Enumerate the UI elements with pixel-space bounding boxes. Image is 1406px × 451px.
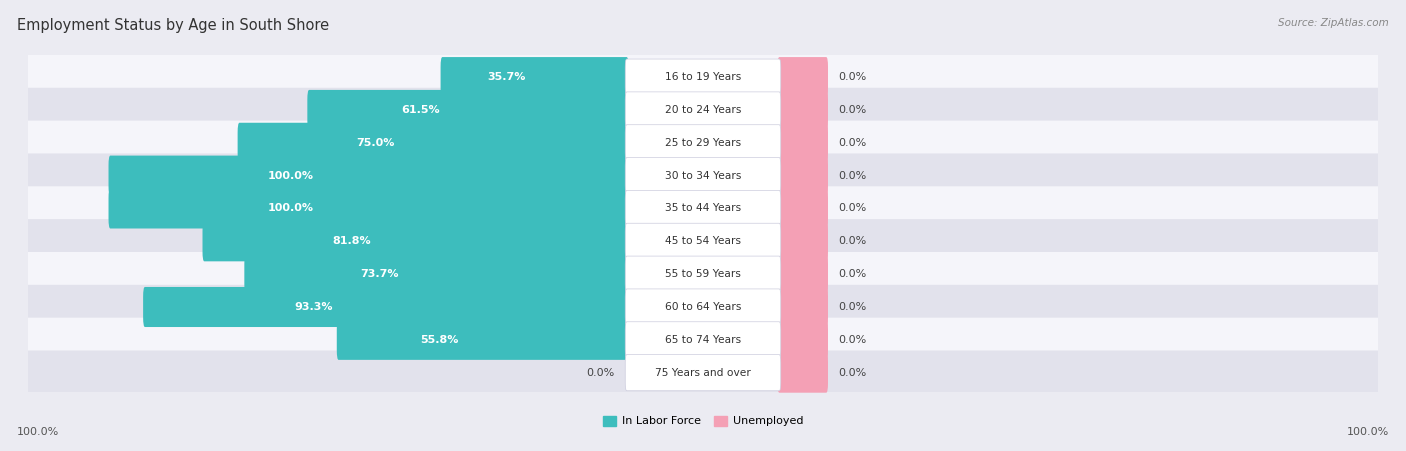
FancyBboxPatch shape [778,189,828,229]
Text: 61.5%: 61.5% [401,105,440,115]
FancyBboxPatch shape [440,57,628,97]
Text: 100.0%: 100.0% [17,428,59,437]
Text: 93.3%: 93.3% [294,302,333,312]
Text: 0.0%: 0.0% [838,335,866,345]
Text: Source: ZipAtlas.com: Source: ZipAtlas.com [1278,18,1389,28]
Text: 0.0%: 0.0% [838,302,866,312]
FancyBboxPatch shape [202,221,628,261]
Text: 30 to 34 Years: 30 to 34 Years [665,170,741,181]
Text: 81.8%: 81.8% [333,236,371,246]
FancyBboxPatch shape [778,254,828,294]
Text: 60 to 64 Years: 60 to 64 Years [665,302,741,312]
FancyBboxPatch shape [27,153,1379,198]
FancyBboxPatch shape [238,123,628,163]
FancyBboxPatch shape [308,90,628,130]
Text: 0.0%: 0.0% [838,72,866,82]
Text: 0.0%: 0.0% [838,269,866,279]
FancyBboxPatch shape [626,256,780,292]
FancyBboxPatch shape [626,190,780,226]
FancyBboxPatch shape [626,322,780,358]
Text: 16 to 19 Years: 16 to 19 Years [665,72,741,82]
Text: Employment Status by Age in South Shore: Employment Status by Age in South Shore [17,18,329,33]
Text: 75.0%: 75.0% [356,138,394,148]
FancyBboxPatch shape [778,221,828,261]
Text: 0.0%: 0.0% [586,368,614,377]
Text: 0.0%: 0.0% [838,170,866,181]
FancyBboxPatch shape [626,92,780,128]
FancyBboxPatch shape [108,189,628,229]
Text: 45 to 54 Years: 45 to 54 Years [665,236,741,246]
FancyBboxPatch shape [108,156,628,196]
FancyBboxPatch shape [778,123,828,163]
Text: 35.7%: 35.7% [488,72,526,82]
FancyBboxPatch shape [626,354,780,391]
Text: 100.0%: 100.0% [269,170,314,181]
Legend: In Labor Force, Unemployed: In Labor Force, Unemployed [598,411,808,431]
Text: 0.0%: 0.0% [838,368,866,377]
FancyBboxPatch shape [778,287,828,327]
FancyBboxPatch shape [27,350,1379,395]
Text: 0.0%: 0.0% [838,138,866,148]
FancyBboxPatch shape [27,88,1379,132]
Text: 0.0%: 0.0% [838,203,866,213]
FancyBboxPatch shape [778,320,828,360]
Text: 35 to 44 Years: 35 to 44 Years [665,203,741,213]
FancyBboxPatch shape [778,57,828,97]
FancyBboxPatch shape [626,223,780,259]
Text: 25 to 29 Years: 25 to 29 Years [665,138,741,148]
FancyBboxPatch shape [27,219,1379,263]
FancyBboxPatch shape [626,157,780,193]
Text: 55 to 59 Years: 55 to 59 Years [665,269,741,279]
FancyBboxPatch shape [778,90,828,130]
Text: 73.7%: 73.7% [360,269,398,279]
FancyBboxPatch shape [778,156,828,196]
FancyBboxPatch shape [27,186,1379,230]
Text: 20 to 24 Years: 20 to 24 Years [665,105,741,115]
FancyBboxPatch shape [337,320,628,360]
Text: 100.0%: 100.0% [269,203,314,213]
FancyBboxPatch shape [27,120,1379,165]
FancyBboxPatch shape [245,254,628,294]
FancyBboxPatch shape [778,353,828,393]
FancyBboxPatch shape [143,287,628,327]
Text: 65 to 74 Years: 65 to 74 Years [665,335,741,345]
Text: 0.0%: 0.0% [838,105,866,115]
FancyBboxPatch shape [27,252,1379,296]
FancyBboxPatch shape [626,59,780,95]
FancyBboxPatch shape [27,285,1379,329]
FancyBboxPatch shape [27,55,1379,99]
Text: 0.0%: 0.0% [838,236,866,246]
FancyBboxPatch shape [626,289,780,325]
FancyBboxPatch shape [27,318,1379,362]
Text: 100.0%: 100.0% [1347,428,1389,437]
Text: 55.8%: 55.8% [420,335,458,345]
FancyBboxPatch shape [626,125,780,161]
Text: 75 Years and over: 75 Years and over [655,368,751,377]
